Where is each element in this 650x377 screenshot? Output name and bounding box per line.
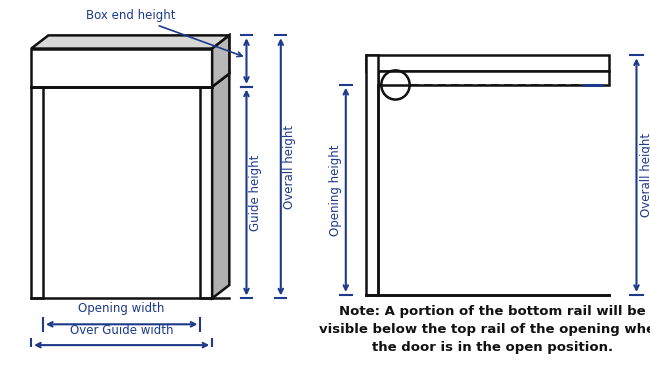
Polygon shape [200,87,212,298]
Text: Overall height: Overall height [640,133,650,217]
Text: Overall height: Overall height [283,125,296,209]
Polygon shape [31,35,229,49]
Polygon shape [366,55,378,295]
Text: Guide height: Guide height [249,154,262,231]
Polygon shape [31,49,212,87]
Text: Opening height: Opening height [329,144,342,236]
Text: Over Guide width: Over Guide width [70,325,174,337]
Polygon shape [378,71,610,85]
Polygon shape [31,87,43,298]
Polygon shape [366,55,610,71]
Text: Note: A portion of the bottom rail will be
visible below the top rail of the ope: Note: A portion of the bottom rail will … [319,305,650,354]
Polygon shape [212,74,229,298]
Polygon shape [212,35,229,87]
Polygon shape [212,35,229,87]
Text: Opening width: Opening width [79,302,165,314]
Text: Box end height: Box end height [86,9,242,57]
